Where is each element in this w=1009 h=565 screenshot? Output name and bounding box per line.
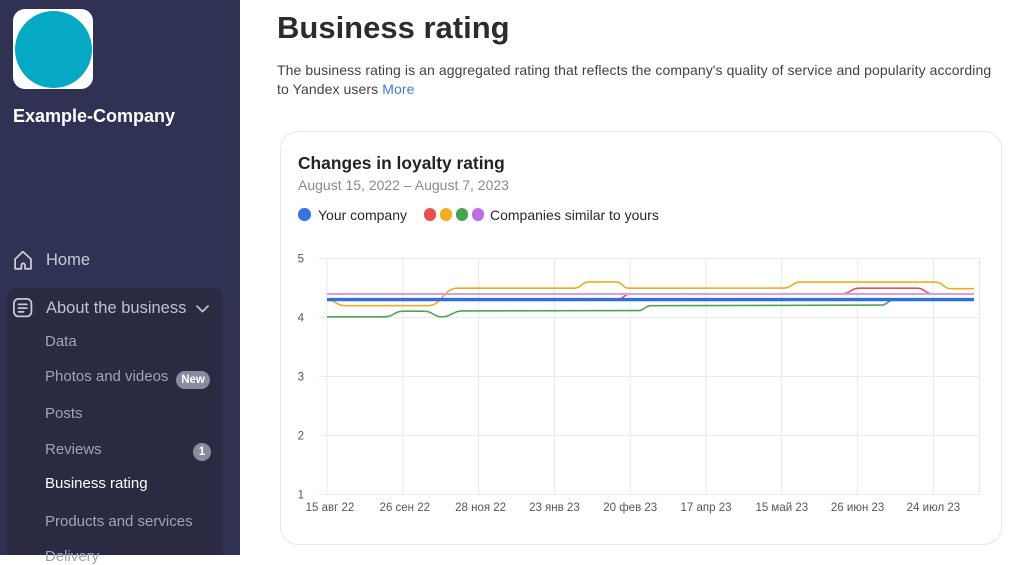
svg-text:26 июн 23: 26 июн 23 [831, 502, 884, 514]
svg-text:15 май 23: 15 май 23 [755, 502, 808, 514]
svg-text:24 июл 23: 24 июл 23 [907, 502, 960, 514]
svg-text:1: 1 [298, 490, 304, 502]
svg-text:2: 2 [298, 431, 304, 443]
svg-text:4: 4 [298, 313, 305, 325]
svg-text:5: 5 [298, 254, 304, 266]
svg-text:15 авг 22: 15 авг 22 [306, 502, 355, 514]
svg-text:20 фев 23: 20 фев 23 [603, 502, 657, 514]
svg-text:17 апр 23: 17 апр 23 [681, 502, 732, 514]
svg-text:3: 3 [298, 372, 304, 384]
svg-text:28 ноя 22: 28 ноя 22 [455, 502, 506, 514]
svg-text:23 янв 23: 23 янв 23 [529, 502, 580, 514]
svg-text:26 сен 22: 26 сен 22 [380, 502, 430, 514]
